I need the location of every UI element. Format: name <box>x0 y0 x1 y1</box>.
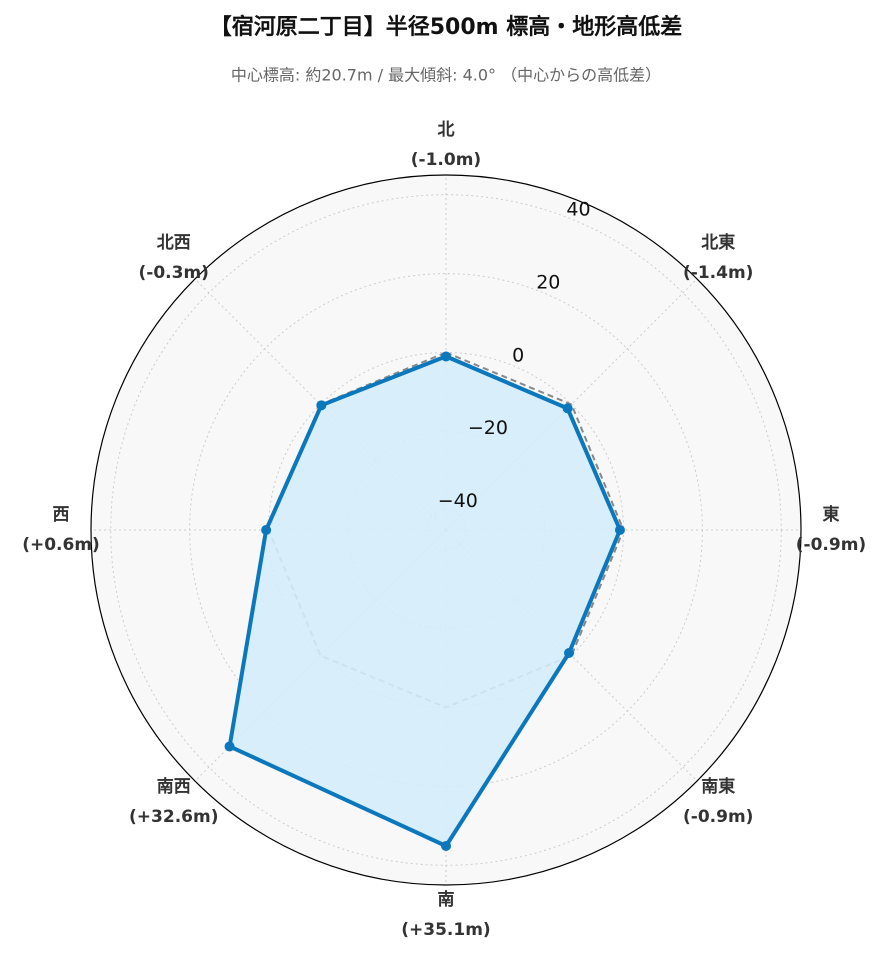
category-label: 北 <box>438 120 455 140</box>
category-label: 北東 <box>701 232 735 253</box>
value-label: (+0.6m) <box>22 535 100 555</box>
category-label: 南 <box>438 889 455 910</box>
value-label: (-0.9m) <box>683 807 753 827</box>
r-tick-label: 0 <box>512 344 524 366</box>
r-tick-label: −20 <box>468 417 508 439</box>
r-tick-label: 20 <box>536 271 560 293</box>
value-label: (-0.9m) <box>796 535 866 555</box>
chart-title: 【宿河原二丁目】半径500m 標高・地形高低差 <box>210 14 683 40</box>
value-label: (-1.0m) <box>411 150 481 170</box>
chart-subtitle: 中心標高: 約20.7m / 最大傾斜: 4.0° （中心からの高低差） <box>231 66 661 85</box>
category-label: 東 <box>823 504 840 525</box>
plot-border <box>90 174 802 886</box>
data-point <box>224 741 235 752</box>
value-label: (-0.3m) <box>139 263 209 283</box>
value-label: (+35.1m) <box>401 920 490 940</box>
data-point <box>441 840 451 851</box>
value-label: (+32.6m) <box>129 807 218 827</box>
spoke <box>445 278 698 531</box>
data-point <box>614 525 625 535</box>
r-tick-label: −40 <box>438 490 478 512</box>
category-label: 北西 <box>157 233 191 253</box>
r-tick-label: 40 <box>566 199 590 221</box>
data-point <box>564 648 575 659</box>
category-label: 南東 <box>701 776 735 797</box>
category-label: 南西 <box>157 776 191 797</box>
data-point <box>562 403 573 414</box>
value-label: (-1.4m) <box>683 263 753 283</box>
spoke <box>445 529 698 782</box>
spoke <box>194 278 447 531</box>
data-point <box>316 400 327 411</box>
category-label: 西 <box>53 505 70 525</box>
data-point <box>261 525 272 535</box>
data-point <box>441 351 451 362</box>
